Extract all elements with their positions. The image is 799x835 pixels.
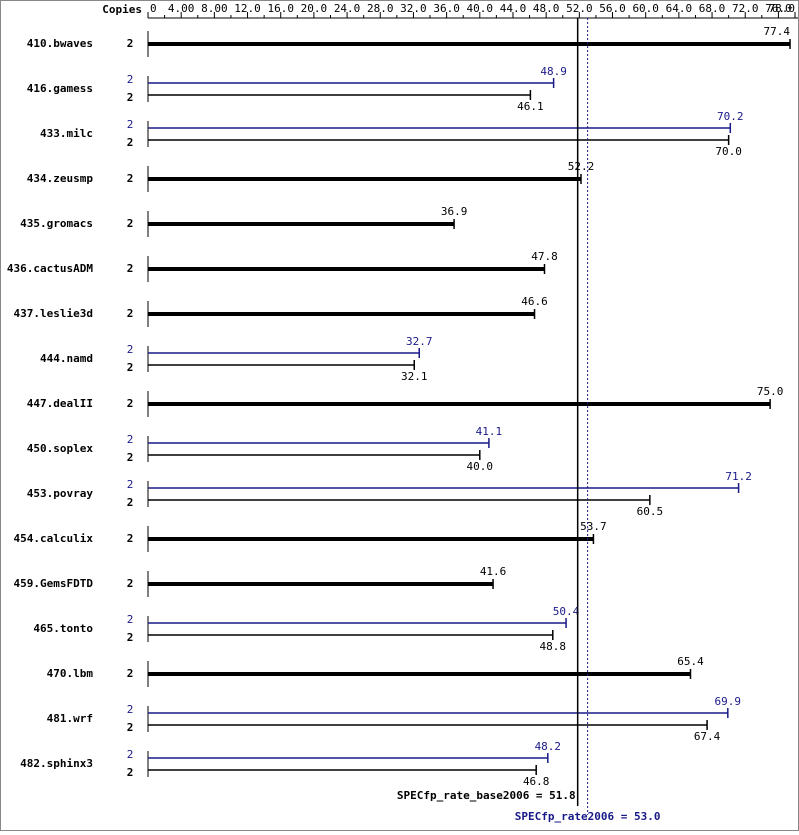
category-label: 435.gromacs xyxy=(20,217,93,230)
value-label: 47.8 xyxy=(531,250,558,263)
x-tick-label: 60.0 xyxy=(632,2,659,15)
copies: 2 xyxy=(127,307,134,320)
x-tick-label: 76.0 xyxy=(765,2,792,15)
reference-label: SPECfp_rate_base2006 = 51.8 xyxy=(397,789,576,802)
value-label: 32.7 xyxy=(406,335,433,348)
value-label: 36.9 xyxy=(441,205,468,218)
x-tick-label: 0 xyxy=(150,2,157,15)
value-label: 65.4 xyxy=(677,655,704,668)
copies: 2 xyxy=(127,631,134,644)
x-tick-label: 32.0 xyxy=(400,2,427,15)
x-tick-label: 56.0 xyxy=(599,2,626,15)
copies: 2 xyxy=(127,73,134,86)
value-label: 41.6 xyxy=(480,565,507,578)
x-tick-label: 44.0 xyxy=(500,2,527,15)
value-label: 70.0 xyxy=(715,145,742,158)
category-label: 470.lbm xyxy=(47,667,94,680)
copies: 2 xyxy=(127,667,134,680)
value-label: 75.0 xyxy=(757,385,784,398)
x-tick-label: 20.0 xyxy=(301,2,328,15)
value-label: 40.0 xyxy=(467,460,494,473)
value-label: 69.9 xyxy=(715,695,742,708)
category-label: 434.zeusmp xyxy=(27,172,94,185)
copies: 2 xyxy=(127,262,134,275)
copies: 2 xyxy=(127,91,134,104)
value-label: 32.1 xyxy=(401,370,428,383)
copies: 2 xyxy=(127,703,134,716)
value-label: 67.4 xyxy=(694,730,721,743)
value-label: 77.4 xyxy=(764,25,791,38)
x-tick-label: 68.0 xyxy=(699,2,726,15)
copies: 2 xyxy=(127,577,134,590)
x-tick-label: 64.0 xyxy=(666,2,693,15)
category-label: 437.leslie3d xyxy=(14,307,93,320)
x-tick-label: 8.00 xyxy=(201,2,228,15)
category-label: 433.milc xyxy=(40,127,93,140)
copies: 2 xyxy=(127,532,134,545)
copies: 2 xyxy=(127,766,134,779)
x-tick-label: 40.0 xyxy=(467,2,494,15)
x-tick-label: 52.0 xyxy=(566,2,593,15)
x-tick-label: 72.0 xyxy=(732,2,759,15)
value-label: 52.2 xyxy=(568,160,595,173)
value-label: 60.5 xyxy=(637,505,664,518)
category-label: 416.gamess xyxy=(27,82,93,95)
x-tick-label: 24.0 xyxy=(334,2,361,15)
copies-header: Copies xyxy=(102,3,142,16)
x-tick-label: 4.00 xyxy=(168,2,195,15)
x-tick-label: 36.0 xyxy=(433,2,460,15)
x-tick-label: 48.0 xyxy=(533,2,560,15)
x-tick-label: 28.0 xyxy=(367,2,394,15)
copies: 2 xyxy=(127,721,134,734)
copies: 2 xyxy=(127,748,134,761)
category-label: 447.dealII xyxy=(27,397,93,410)
copies: 2 xyxy=(127,37,134,50)
copies: 2 xyxy=(127,343,134,356)
copies: 2 xyxy=(127,433,134,446)
category-label: 454.calculix xyxy=(14,532,94,545)
category-label: 450.soplex xyxy=(27,442,94,455)
copies: 2 xyxy=(127,451,134,464)
value-label: 48.2 xyxy=(535,740,562,753)
category-label: 444.namd xyxy=(40,352,93,365)
category-label: 459.GemsFDTD xyxy=(14,577,94,590)
value-label: 53.7 xyxy=(580,520,607,533)
x-tick-label: 78.0 xyxy=(769,2,796,15)
category-label: 465.tonto xyxy=(33,622,93,635)
category-label: 436.cactusADM xyxy=(7,262,93,275)
value-label: 71.2 xyxy=(725,470,752,483)
value-label: 46.1 xyxy=(517,100,544,113)
copies: 2 xyxy=(127,172,134,185)
value-label: 46.6 xyxy=(521,295,548,308)
copies: 2 xyxy=(127,136,134,149)
value-label: 48.8 xyxy=(540,640,567,653)
value-label: 46.8 xyxy=(523,775,550,788)
x-tick-label: 12.0 xyxy=(234,2,261,15)
value-label: 48.9 xyxy=(540,65,567,78)
category-label: 481.wrf xyxy=(47,712,93,725)
copies: 2 xyxy=(127,397,134,410)
category-label: 410.bwaves xyxy=(27,37,93,50)
value-label: 50.4 xyxy=(553,605,580,618)
copies: 2 xyxy=(127,361,134,374)
category-label: 453.povray xyxy=(27,487,94,500)
copies: 2 xyxy=(127,496,134,509)
copies: 2 xyxy=(127,478,134,491)
copies: 2 xyxy=(127,118,134,131)
reference-label: SPECfp_rate2006 = 53.0 xyxy=(515,810,661,823)
copies: 2 xyxy=(127,613,134,626)
value-label: 41.1 xyxy=(476,425,503,438)
value-label: 70.2 xyxy=(717,110,744,123)
copies: 2 xyxy=(127,217,134,230)
x-tick-label: 16.0 xyxy=(267,2,294,15)
category-label: 482.sphinx3 xyxy=(20,757,93,770)
